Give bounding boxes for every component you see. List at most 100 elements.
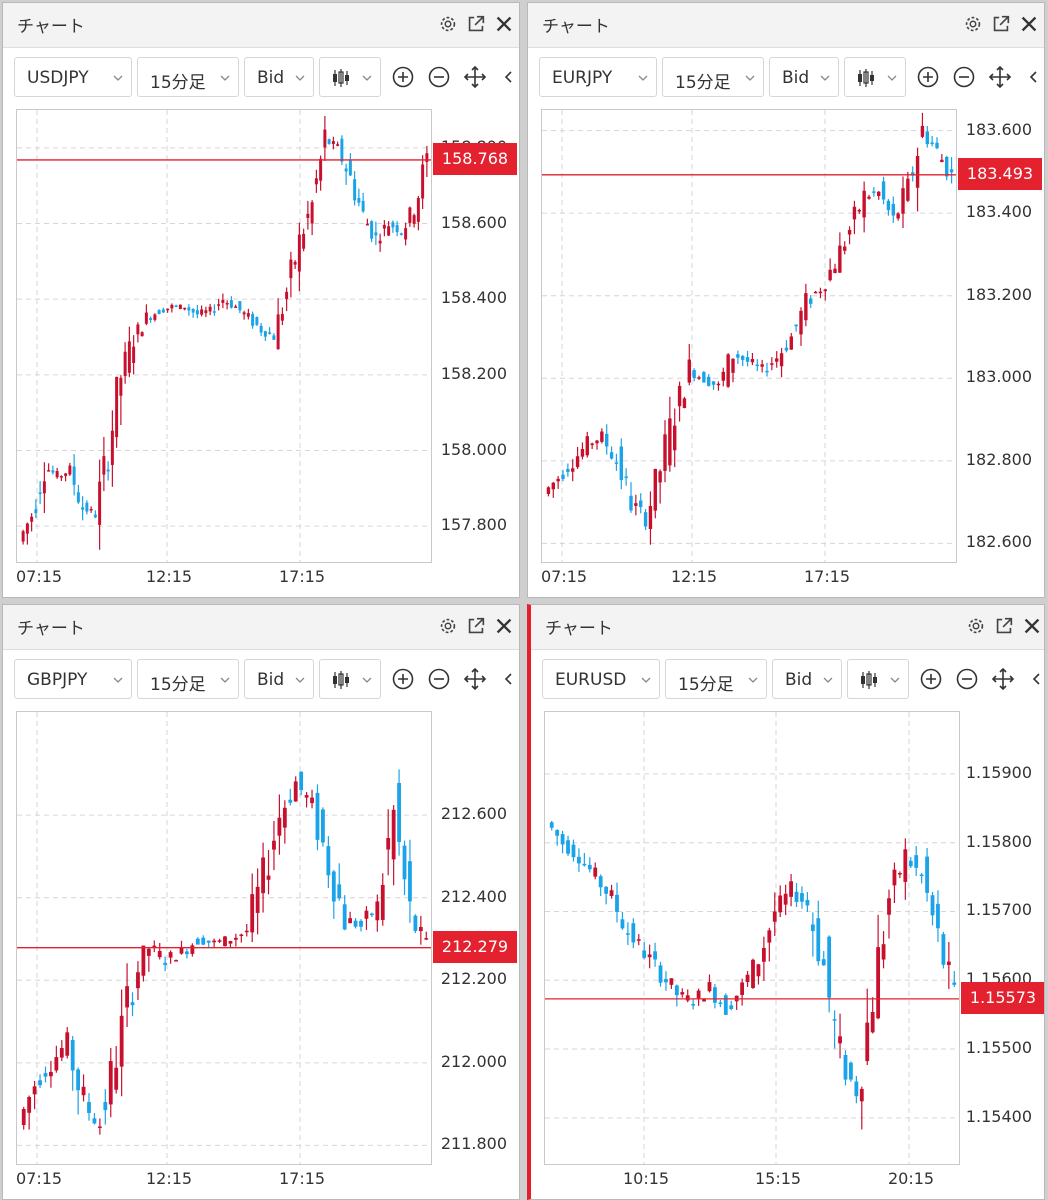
candle [47,463,51,472]
more-tools-icon[interactable] [499,65,520,89]
zoom-out-icon[interactable] [952,65,976,89]
price-type-select[interactable]: Bid [244,57,314,97]
chart-plot-area[interactable] [541,109,957,563]
zoom-in-icon[interactable] [916,65,940,89]
candle [141,945,146,982]
candle [413,914,418,933]
popout-icon[interactable] [465,13,487,35]
candle [166,308,170,313]
candle [386,809,391,876]
candle [664,971,668,991]
popout-icon[interactable] [993,615,1015,637]
timeframe-label: 15分足 [678,675,734,695]
symbol-select[interactable]: USDJPY [14,57,132,97]
close-icon[interactable] [493,615,515,637]
candle [54,1045,59,1073]
pan-move-icon[interactable] [991,667,1015,691]
candle [250,873,255,943]
timeframe-select[interactable]: 15分足 [665,659,767,699]
symbol-select[interactable]: EURUSD [542,659,660,699]
timeframe-select[interactable]: 15分足 [662,57,764,97]
more-tools-icon[interactable] [1027,667,1045,691]
candle [114,1046,119,1094]
candle [92,1113,97,1125]
candle [261,842,265,913]
close-icon[interactable] [1018,13,1040,35]
candle [225,300,229,310]
zoom-in-icon[interactable] [391,667,415,691]
candle [206,940,211,948]
symbol-select[interactable]: EURJPY [539,57,657,97]
zoom-out-icon[interactable] [427,65,451,89]
candle [625,922,630,946]
candle [293,260,297,269]
candle [59,475,63,481]
candle [566,463,570,477]
zoom-out-icon[interactable] [427,667,451,691]
candle [246,308,250,320]
candle [619,438,623,490]
gear-icon[interactable] [962,13,984,35]
candle [336,141,340,147]
y-tick-label: 183.200 [965,284,1032,304]
close-icon[interactable] [493,13,515,35]
pan-move-icon[interactable] [463,667,487,691]
zoom-in-icon[interactable] [919,667,943,691]
chart-type-select[interactable] [847,659,909,699]
candle [302,228,306,252]
candle [908,857,913,869]
chart-type-select[interactable] [319,659,381,699]
chart-type-select[interactable] [844,57,906,97]
candle [127,326,131,378]
candle [809,295,813,308]
gear-icon[interactable] [965,615,987,637]
candle [238,300,242,314]
pan-move-icon[interactable] [463,65,487,89]
chart-type-select[interactable] [319,57,381,97]
gear-icon[interactable] [437,13,459,35]
chart-plot-area[interactable] [544,711,960,1165]
popout-icon[interactable] [465,615,487,637]
candle [348,911,353,924]
close-icon[interactable] [1021,615,1043,637]
price-type-select[interactable]: Bid [769,57,839,97]
timeframe-select[interactable]: 15分足 [137,57,239,97]
chart-plot-area[interactable] [16,109,432,563]
pan-move-icon[interactable] [988,65,1012,89]
gear-icon[interactable] [437,615,459,637]
candle [208,303,212,316]
chart-plot-area[interactable] [16,711,432,1165]
candle [852,200,857,235]
y-tick-label: 1.15400 [965,1106,1032,1126]
candle [365,218,369,226]
candle [391,805,396,886]
candle [887,889,891,939]
candle [242,310,246,320]
candle [872,187,876,197]
candle [152,940,157,953]
candle [319,155,323,191]
candle [272,333,276,340]
candle [195,937,200,945]
candle [183,307,187,311]
candle [244,923,249,937]
price-type-select[interactable]: Bid [244,659,314,699]
window-title: チャート [542,17,610,37]
candle [38,481,42,504]
more-tools-icon[interactable] [499,667,520,691]
candle [620,912,625,930]
candle [187,304,191,316]
price-type-select[interactable]: Bid [772,659,842,699]
candle [745,970,750,987]
more-tools-icon[interactable] [1024,65,1045,89]
candle [370,220,374,243]
candle [85,500,89,515]
timeframe-select[interactable]: 15分足 [137,659,239,699]
zoom-out-icon[interactable] [955,667,979,691]
candle [27,1095,32,1130]
candle [81,1074,86,1102]
zoom-in-icon[interactable] [391,65,415,89]
symbol-select[interactable]: GBPJPY [14,659,132,699]
popout-icon[interactable] [990,13,1012,35]
candlestick-icon [333,69,349,87]
